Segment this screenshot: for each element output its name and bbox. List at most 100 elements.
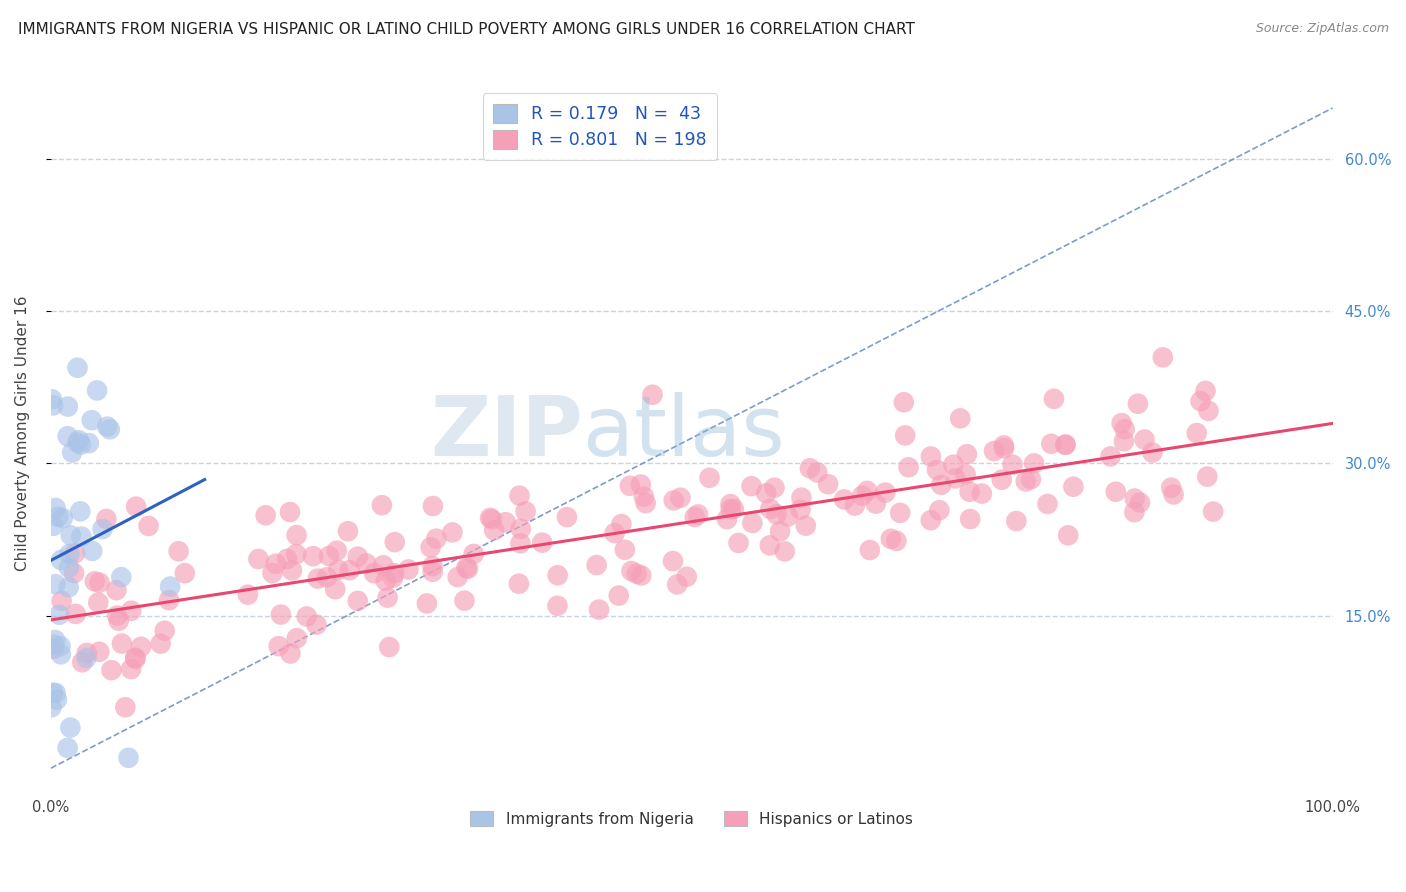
Point xyxy=(346,549,368,564)
Point xyxy=(100,663,122,677)
Point xyxy=(276,552,298,566)
Point xyxy=(446,570,468,584)
Point xyxy=(1194,384,1216,398)
Point xyxy=(42,398,65,412)
Point xyxy=(1152,351,1174,365)
Point xyxy=(806,466,828,480)
Point xyxy=(44,577,66,591)
Point xyxy=(285,528,308,542)
Point xyxy=(945,471,967,485)
Point xyxy=(1160,481,1182,495)
Point xyxy=(453,593,475,607)
Point xyxy=(897,460,920,475)
Point xyxy=(59,528,82,542)
Point xyxy=(247,552,270,566)
Point xyxy=(769,524,792,539)
Point xyxy=(457,562,479,576)
Y-axis label: Child Poverty Among Girls Under 16: Child Poverty Among Girls Under 16 xyxy=(15,295,30,571)
Point xyxy=(993,442,1015,456)
Point xyxy=(894,428,917,442)
Point xyxy=(1114,422,1136,436)
Point xyxy=(893,395,915,409)
Point xyxy=(378,640,401,654)
Point xyxy=(727,536,749,550)
Point xyxy=(1111,416,1133,430)
Point xyxy=(278,505,301,519)
Point xyxy=(425,532,447,546)
Point xyxy=(346,594,368,608)
Point xyxy=(970,486,993,500)
Point xyxy=(65,607,87,621)
Point xyxy=(422,559,444,574)
Point xyxy=(509,522,531,536)
Point xyxy=(686,508,709,522)
Point xyxy=(942,458,965,472)
Point xyxy=(1112,434,1135,449)
Point xyxy=(547,599,569,613)
Point xyxy=(880,532,903,546)
Point xyxy=(58,580,80,594)
Point xyxy=(1105,484,1128,499)
Point xyxy=(620,564,643,578)
Point xyxy=(46,509,69,524)
Point xyxy=(51,594,73,608)
Point xyxy=(153,624,176,638)
Point xyxy=(1123,491,1146,506)
Point xyxy=(1040,436,1063,450)
Text: atlas: atlas xyxy=(583,392,785,474)
Point xyxy=(83,574,105,589)
Point xyxy=(120,604,142,618)
Text: IMMIGRANTS FROM NIGERIA VS HISPANIC OR LATINO CHILD POVERTY AMONG GIRLS UNDER 16: IMMIGRANTS FROM NIGERIA VS HISPANIC OR L… xyxy=(18,22,915,37)
Point xyxy=(920,513,942,527)
Point xyxy=(1126,397,1149,411)
Point xyxy=(315,570,337,584)
Point xyxy=(799,461,821,475)
Point xyxy=(66,360,89,375)
Point xyxy=(959,512,981,526)
Point xyxy=(1133,433,1156,447)
Point xyxy=(295,609,318,624)
Point xyxy=(1099,450,1122,464)
Point xyxy=(280,647,302,661)
Point xyxy=(149,637,172,651)
Point xyxy=(607,589,630,603)
Point xyxy=(285,547,308,561)
Point xyxy=(773,544,796,558)
Point xyxy=(886,533,908,548)
Point xyxy=(323,582,346,597)
Point xyxy=(1057,528,1080,542)
Point xyxy=(481,512,503,526)
Point xyxy=(59,721,82,735)
Point xyxy=(875,485,897,500)
Point xyxy=(66,435,89,450)
Legend: Immigrants from Nigeria, Hispanics or Latinos: Immigrants from Nigeria, Hispanics or La… xyxy=(463,803,921,834)
Point xyxy=(56,429,79,443)
Point xyxy=(1019,472,1042,486)
Point xyxy=(603,526,626,541)
Point xyxy=(373,558,395,573)
Point xyxy=(63,566,86,581)
Text: ZIP: ZIP xyxy=(430,392,583,474)
Point xyxy=(76,646,98,660)
Point xyxy=(107,614,129,628)
Point xyxy=(1185,425,1208,440)
Point xyxy=(374,574,396,588)
Point xyxy=(856,483,879,498)
Point xyxy=(585,558,607,573)
Point xyxy=(588,602,610,616)
Point xyxy=(236,588,259,602)
Point xyxy=(531,535,554,549)
Point xyxy=(110,570,132,584)
Point xyxy=(1001,458,1024,472)
Point xyxy=(508,576,530,591)
Point xyxy=(720,502,742,516)
Point xyxy=(630,477,652,491)
Point xyxy=(456,561,478,575)
Point xyxy=(416,597,439,611)
Point xyxy=(613,542,636,557)
Point xyxy=(173,566,195,581)
Point xyxy=(129,640,152,654)
Point xyxy=(741,479,763,493)
Point xyxy=(778,509,800,524)
Point xyxy=(765,508,787,522)
